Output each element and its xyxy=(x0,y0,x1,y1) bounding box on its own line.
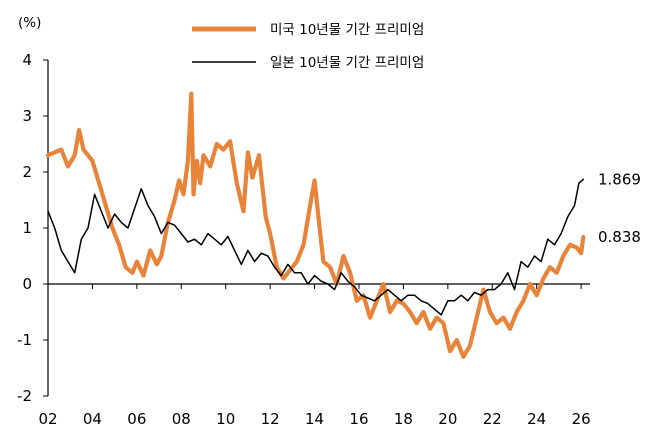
series-layer xyxy=(45,91,586,359)
end-label-us: 0.838 xyxy=(598,228,641,246)
x-tick-label: 14 xyxy=(305,410,324,428)
legend-label-japan: 일본 10년물 기간 프리미엄 xyxy=(270,55,424,71)
y-tick-label: 4 xyxy=(22,51,32,69)
legend-label-us: 미국 10년물 기간 프리미엄 xyxy=(270,22,424,38)
y-tick-label: 2 xyxy=(22,163,32,181)
x-tick-label: 02 xyxy=(38,410,57,428)
x-tick-label: 16 xyxy=(349,410,368,428)
japan-term-premium-line xyxy=(47,178,585,316)
x-tick-label: 10 xyxy=(216,410,235,428)
x-tick-label: 08 xyxy=(172,410,191,428)
x-tick-label: 26 xyxy=(572,410,591,428)
x-tick-label: 18 xyxy=(394,410,413,428)
end-labels: 0.838 1.869 xyxy=(598,170,641,246)
x-tick-label: 12 xyxy=(261,410,280,428)
y-tick-label: 1 xyxy=(22,219,32,237)
y-tick-label: 3 xyxy=(22,107,32,125)
x-tick-label: 20 xyxy=(438,410,457,428)
us-term-premium-line xyxy=(45,91,586,359)
y-unit-label: (%) xyxy=(18,15,41,31)
legend: 미국 10년물 기간 프리미엄 일본 10년물 기간 프리미엄 xyxy=(192,22,424,71)
end-label-japan: 1.869 xyxy=(598,170,641,188)
y-tick-label: -1 xyxy=(17,331,32,349)
x-tick-label: 22 xyxy=(483,410,502,428)
x-tick-label: 06 xyxy=(127,410,146,428)
y-tick-label: 0 xyxy=(22,275,32,293)
x-tick-label: 04 xyxy=(83,410,102,428)
y-tick-label: -2 xyxy=(17,387,32,405)
x-tick-label: 24 xyxy=(527,410,546,428)
